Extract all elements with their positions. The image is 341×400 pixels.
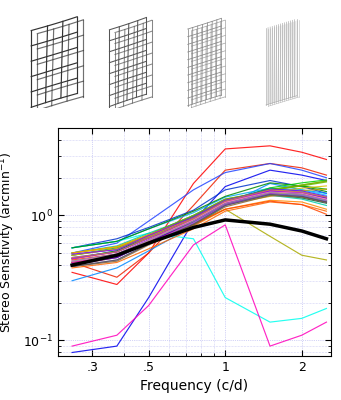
X-axis label: Frequency (c/d): Frequency (c/d) (140, 380, 249, 394)
Y-axis label: Stereo Sensitivity (arcmin$^{-1}$): Stereo Sensitivity (arcmin$^{-1}$) (0, 151, 17, 333)
